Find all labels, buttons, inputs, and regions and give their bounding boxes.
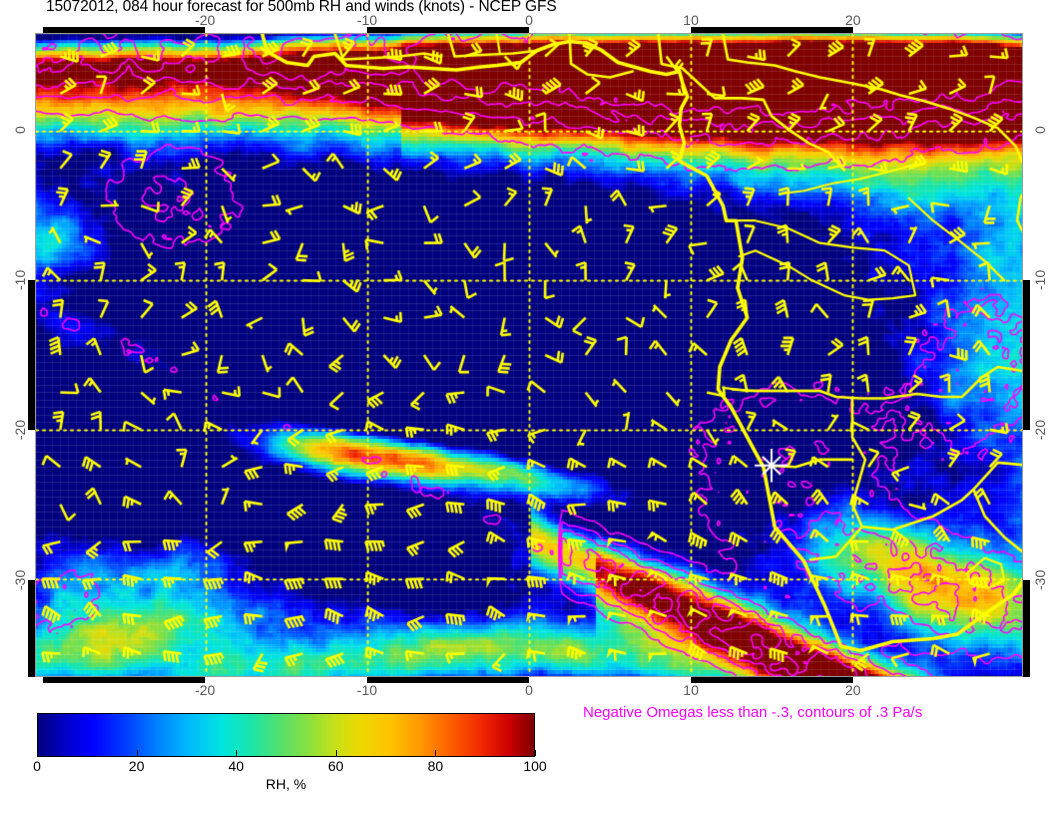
colorbar-label-80: 80 (427, 758, 444, 774)
y-tick-left-0: 0 (12, 126, 28, 135)
x-tick-top-20: 20 (845, 12, 861, 28)
x-tick-top--10: -10 (356, 12, 378, 28)
x-axis-bar-bottom-0 (529, 677, 691, 683)
colorbar-tick-20 (136, 750, 138, 756)
x-tick-bottom--10: -10 (356, 682, 378, 698)
colorbar-title: RH, % (265, 776, 307, 792)
x-axis-bar-bottom-edgeR (1014, 677, 1023, 683)
y-axis-bar-right-0 (1023, 130, 1030, 281)
x-tick-bottom-20: 20 (845, 682, 861, 698)
colorbar-tick-0 (37, 750, 38, 756)
colorbar-label-40: 40 (228, 758, 244, 774)
x-tick-bottom-10: 10 (683, 682, 699, 698)
y-axis-bar-right--20 (1023, 429, 1030, 580)
colorbar-label-60: 60 (328, 758, 344, 774)
x-tick-bottom-0: 0 (525, 682, 533, 698)
y-axis-bar-left--30 (28, 579, 35, 677)
y-axis-bar-right--10 (1023, 280, 1030, 430)
x-axis-bar-bottom-10 (690, 677, 853, 683)
y-axis-bar-left-0 (28, 130, 35, 281)
colorbar-tick-40 (236, 750, 238, 756)
omega-contour-note: Negative Omegas less than -.3, contours … (583, 704, 923, 721)
colorbar-gradient (37, 713, 535, 757)
x-tick-top-0: 0 (525, 12, 533, 28)
y-tick-left--20: -20 (12, 419, 28, 440)
colorbar-tick-60 (335, 750, 337, 756)
map-plot-area (35, 33, 1023, 677)
x-axis-bar-bottom-20 (852, 677, 1015, 683)
x-axis-bar-bottom--10 (367, 677, 529, 683)
colorbar-label-100: 100 (523, 758, 547, 774)
x-axis-bar-top-edgeR (1014, 27, 1023, 33)
x-tick-bottom--20: -20 (194, 682, 216, 698)
y-tick-right--30: -30 (1032, 569, 1048, 590)
colorbar-label-0: 0 (33, 758, 41, 774)
colorbar (37, 713, 535, 757)
colorbar-label-20: 20 (128, 758, 145, 774)
y-tick-left--30: -30 (12, 569, 28, 590)
y-axis-bar-left--10 (28, 280, 35, 430)
y-axis-bar-right--30 (1023, 579, 1030, 677)
rh-heatmap-canvas (36, 34, 1022, 676)
x-tick-top-10: 10 (683, 12, 699, 28)
x-axis-bar-top-20 (852, 27, 1015, 33)
x-axis-bar-top-edgeL (35, 27, 44, 33)
y-axis-bar-right-top (1023, 33, 1030, 131)
x-axis-bar-top--10 (367, 27, 529, 33)
x-axis-bar-top-10 (690, 27, 853, 33)
x-axis-bar-top--30 (43, 27, 206, 33)
x-axis-bar-bottom-edgeL (35, 677, 44, 683)
y-tick-right--10: -10 (1032, 269, 1048, 291)
y-axis-bar-left-top (28, 33, 35, 131)
y-tick-right-0: 0 (1032, 126, 1048, 135)
x-axis-bar-top--20 (205, 27, 368, 33)
colorbar-tick-80 (435, 750, 437, 756)
y-tick-left--10: -10 (12, 269, 28, 291)
page-title: 15072012, 084 hour forecast for 500mb RH… (46, 0, 557, 15)
x-tick-top--20: -20 (194, 12, 216, 28)
x-axis-bar-bottom--30 (43, 677, 206, 683)
x-axis-bar-bottom--20 (205, 677, 368, 683)
y-tick-right--20: -20 (1032, 419, 1048, 440)
x-axis-bar-top-0 (529, 27, 691, 33)
y-axis-bar-left--20 (28, 429, 35, 580)
colorbar-tick-100 (535, 750, 536, 756)
